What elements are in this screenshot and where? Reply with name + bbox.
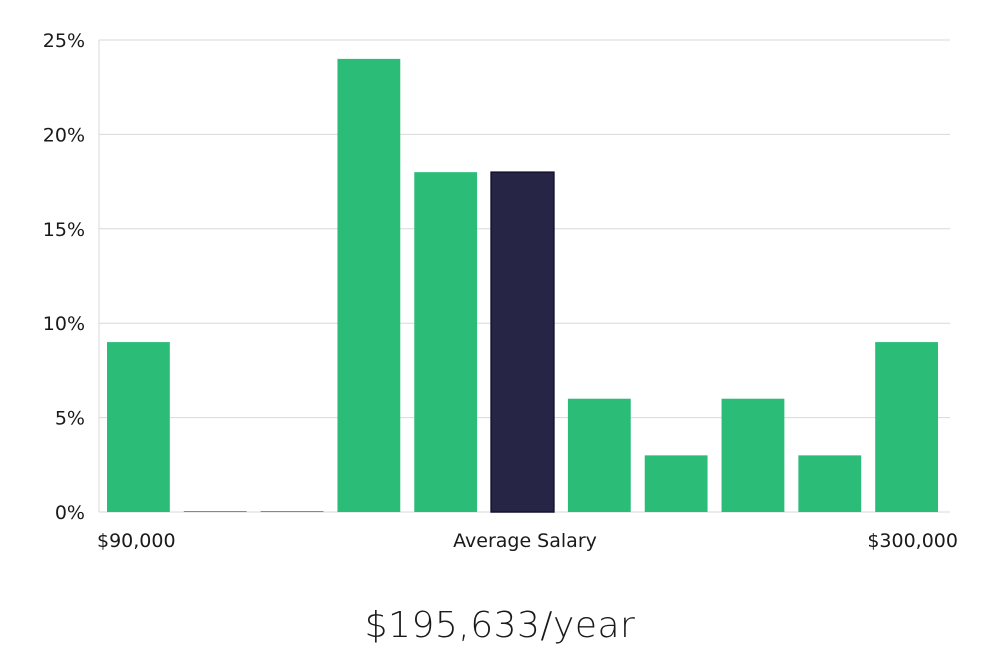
bar-bin-2 [183, 511, 247, 512]
bar-bin-4 [337, 58, 401, 512]
bar-bin-10 [798, 455, 862, 512]
bar-bin-3 [260, 511, 324, 512]
y-tick-label: 5% [55, 408, 85, 430]
x-axis-title: Average Salary [453, 530, 597, 552]
y-tick-label: 0% [55, 502, 85, 524]
bar-bin-7 [567, 398, 631, 512]
average-salary-value: $195,633/year [364, 605, 636, 646]
y-tick-label: 10% [43, 313, 85, 335]
y-axis-tick-labels: 0% 5% 10% 15% 20% 25% [43, 30, 85, 524]
bar-bin-1 [107, 342, 170, 512]
x-axis-min-label: $90,000 [97, 530, 176, 552]
salary-histogram-chart: 0%5%10%15%20%25% $90,000 Average Salary … [43, 30, 958, 552]
bar-bin-8 [644, 455, 708, 512]
y-tick-label: 25% [43, 30, 85, 52]
bar-highlighted-average [490, 171, 555, 513]
bar-bin-9 [721, 398, 785, 512]
bar-bin-11 [875, 342, 938, 512]
bars [107, 58, 938, 513]
x-axis-max-label: $300,000 [867, 530, 958, 552]
y-tick-label: 20% [43, 124, 85, 146]
bar-bin-5 [414, 172, 478, 512]
y-tick-label: 15% [43, 219, 85, 241]
